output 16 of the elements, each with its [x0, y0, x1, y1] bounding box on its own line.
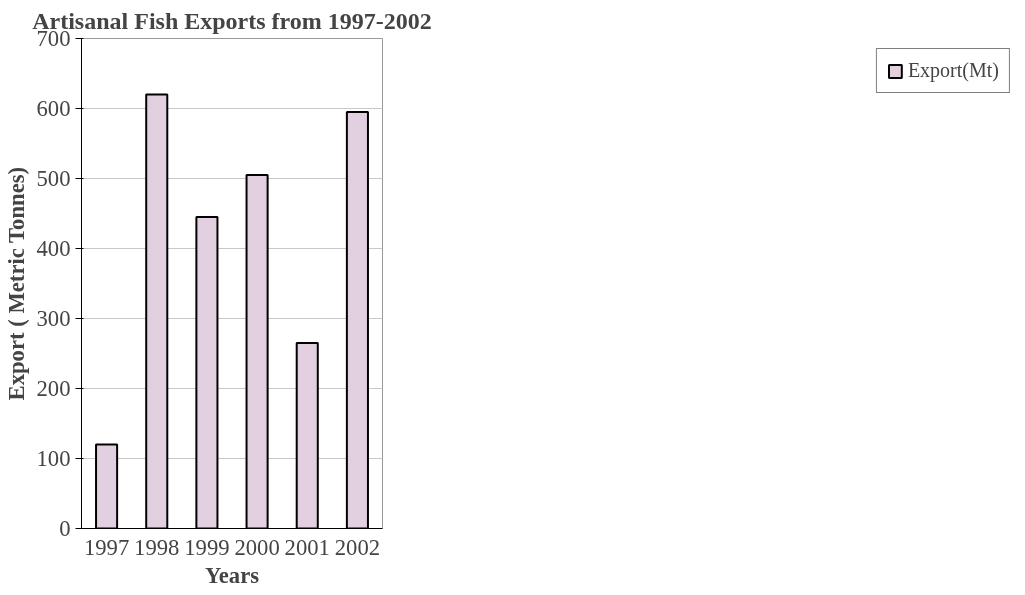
- legend-label: Export(Mt): [907, 59, 999, 82]
- y-tick-label: 300: [36, 306, 71, 331]
- y-tick-label: 0: [59, 516, 71, 541]
- y-tick-label: 500: [36, 166, 71, 191]
- y-tick-label: 200: [36, 376, 71, 401]
- x-tick-label: 1997: [83, 534, 130, 560]
- y-tick-label: 600: [36, 96, 71, 121]
- x-tick-label: 1998: [134, 534, 180, 560]
- y-tick-label: 400: [36, 236, 71, 261]
- y-tick-label: 100: [36, 446, 71, 471]
- x-tick-label: 1999: [184, 534, 230, 560]
- x-tick-label: 2000: [234, 534, 280, 560]
- y-axis-title: Export ( Metric Tonnes): [3, 166, 29, 401]
- x-tick-label: 2002: [334, 534, 381, 560]
- x-axis-title: Years: [204, 562, 260, 588]
- x-tick-label: 2001: [284, 534, 330, 560]
